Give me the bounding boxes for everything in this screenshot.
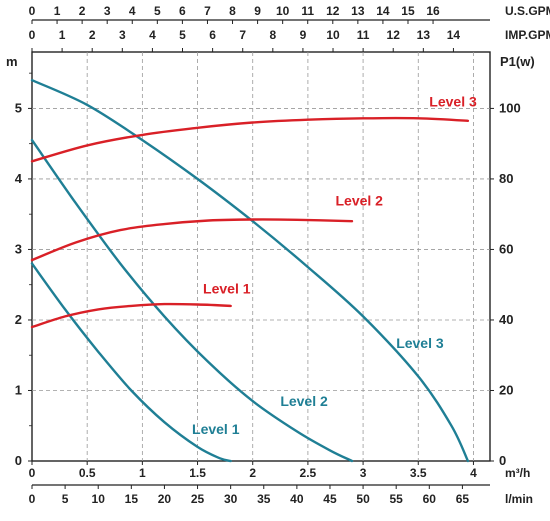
bottom-lmin-tick-label: 65	[456, 492, 470, 506]
bottom-lmin-tick-label: 20	[158, 492, 172, 506]
top-impgpm-tick-label: 1	[59, 28, 66, 42]
bottom-lmin-tick-label: 55	[390, 492, 404, 506]
right-tick-label: 0	[499, 453, 506, 468]
bottom-lmin-tick-label: 0	[29, 492, 36, 506]
top-impgpm-tick-label: 11	[357, 28, 370, 42]
bottom-lmin-tick-label: 5	[62, 492, 69, 506]
top-usgpm-tick-label: 3	[104, 4, 111, 18]
bottom-lmin-tick-label: 15	[125, 492, 139, 506]
top-usgpm-tick-label: 4	[129, 4, 136, 18]
left-tick-label: 1	[15, 382, 22, 397]
power-curve-label: Level 1	[203, 281, 251, 297]
top-usgpm-tick-label: 14	[376, 4, 390, 18]
bottom-lmin-tick-label: 40	[290, 492, 304, 506]
power-curve-label: Level 2	[335, 192, 383, 208]
top-usgpm-tick-label: 8	[229, 4, 236, 18]
plot-frame	[31, 51, 491, 462]
top-impgpm-tick-label: 7	[239, 28, 246, 42]
head-curve-label: Level 2	[280, 393, 328, 409]
bottom-lmin-tick-label: 50	[356, 492, 370, 506]
top-impgpm-tick-label: 14	[447, 28, 461, 42]
head-curve-label: Level 3	[396, 335, 444, 351]
left-tick-label: 2	[15, 312, 22, 327]
head-curve-level-1	[30, 262, 232, 463]
bottom-lmin-tick-label: 10	[92, 492, 106, 506]
bottom-lmin-tick-label: 30	[224, 492, 238, 506]
right-tick-label: 20	[499, 382, 513, 397]
left-tick-label: 0	[15, 453, 22, 468]
head-curve-level-2	[30, 138, 354, 463]
right-tick-label: 60	[499, 241, 513, 256]
top-impgpm-tick-label: 2	[89, 28, 96, 42]
top-impgpm-tick-label: 5	[179, 28, 186, 42]
top-usgpm-tick-label: 5	[154, 4, 161, 18]
bottom-m3h-tick-label: 0	[29, 466, 36, 480]
top-usgpm-tick-label: 7	[204, 4, 211, 18]
right-tick-label: 40	[499, 312, 513, 327]
bottom-m3h-tick-label: 1.5	[189, 466, 206, 480]
top-usgpm-tick-label: 10	[276, 4, 290, 18]
head-curve-label: Level 1	[192, 421, 240, 437]
bottom-m3h-tick-label: 3.5	[410, 466, 427, 480]
bottom-m3h-tick-label: 1	[139, 466, 146, 480]
power-curve-level-3	[30, 116, 470, 163]
bottom-lmin-unit: l/min	[505, 492, 533, 506]
left-axis-label: m	[6, 54, 18, 69]
power-curve-label: Level 3	[429, 94, 477, 110]
bottom-m3h-unit: m³/h	[505, 466, 530, 480]
bottom-m3h-tick-label: 2.5	[300, 466, 317, 480]
top-impgpm-unit: IMP.GPM	[505, 28, 550, 42]
power-curve-level-2	[30, 218, 354, 262]
power-curve-level-1	[30, 302, 232, 329]
top-impgpm-tick-label: 10	[326, 28, 340, 42]
top-usgpm-tick-label: 2	[79, 4, 86, 18]
top-usgpm-tick-label: 0	[29, 4, 36, 18]
top-impgpm-tick-label: 8	[269, 28, 276, 42]
right-tick-label: 100	[499, 100, 521, 115]
bottom-m3h-tick-label: 0.5	[79, 466, 96, 480]
top-impgpm-tick-label: 4	[149, 28, 156, 42]
bottom-lmin-tick-label: 35	[257, 492, 271, 506]
bottom-m3h-tick-label: 2	[249, 466, 256, 480]
top-impgpm-tick-label: 12	[387, 28, 401, 42]
left-tick-label: 4	[15, 171, 23, 186]
top-impgpm-tick-label: 6	[209, 28, 216, 42]
bottom-m3h-tick-label: 4	[470, 466, 477, 480]
top-impgpm-tick-label: 3	[119, 28, 126, 42]
bottom-lmin-tick-label: 45	[323, 492, 337, 506]
head-curve-level-3	[30, 79, 470, 463]
top-usgpm-tick-label: 9	[254, 4, 261, 18]
top-impgpm-tick-label: 13	[417, 28, 431, 42]
bottom-lmin-tick-label: 25	[191, 492, 205, 506]
top-impgpm-tick-label: 9	[300, 28, 307, 42]
top-usgpm-tick-label: 16	[426, 4, 440, 18]
right-tick-label: 80	[499, 171, 513, 186]
top-usgpm-unit: U.S.GPM	[505, 4, 550, 18]
top-usgpm-tick-label: 13	[351, 4, 365, 18]
top-usgpm-tick-label: 12	[326, 4, 340, 18]
left-tick-label: 5	[15, 100, 22, 115]
top-usgpm-tick-label: 1	[54, 4, 61, 18]
top-usgpm-tick-label: 11	[301, 4, 314, 18]
top-usgpm-tick-label: 6	[179, 4, 186, 18]
top-impgpm-tick-label: 0	[29, 28, 36, 42]
top-usgpm-tick-label: 15	[401, 4, 415, 18]
left-tick-label: 3	[15, 241, 22, 256]
bottom-lmin-tick-label: 60	[423, 492, 437, 506]
right-axis-label: P1(w)	[500, 54, 535, 69]
bottom-m3h-tick-label: 3	[360, 466, 367, 480]
